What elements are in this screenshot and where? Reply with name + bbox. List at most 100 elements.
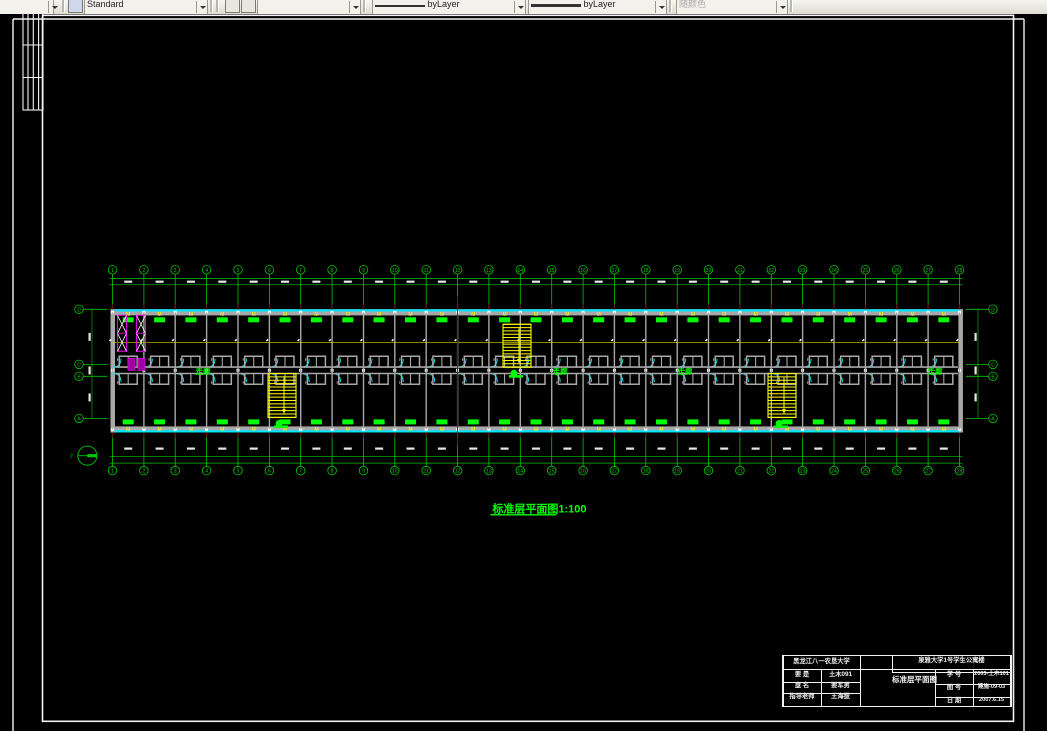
svg-text:M: M — [471, 312, 475, 318]
svg-text:M: M — [314, 312, 318, 318]
svg-text:11: 11 — [424, 469, 429, 475]
svg-text:16: 16 — [580, 469, 586, 475]
svg-text:6: 6 — [268, 469, 271, 475]
svg-text:M: M — [848, 312, 852, 318]
svg-text:27: 27 — [925, 469, 931, 475]
svg-text:M: M — [158, 427, 162, 433]
svg-text:M: M — [377, 312, 381, 318]
svg-text:3: 3 — [174, 469, 177, 475]
svg-text:M: M — [816, 312, 820, 318]
svg-text:走廊: 走廊 — [928, 366, 943, 376]
svg-text:3: 3 — [174, 268, 177, 274]
svg-text:M: M — [659, 312, 663, 318]
svg-text:M: M — [722, 312, 726, 318]
svg-text:M: M — [785, 312, 789, 318]
svg-text:M: M — [691, 427, 695, 433]
svg-text:24: 24 — [831, 268, 837, 274]
svg-text:17: 17 — [612, 469, 618, 475]
svg-text:M: M — [189, 427, 193, 433]
svg-text:14: 14 — [518, 469, 524, 475]
svg-text:M: M — [408, 312, 412, 318]
svg-text:M: M — [816, 427, 820, 433]
svg-text:1: 1 — [111, 268, 114, 274]
svg-text:10: 10 — [392, 469, 398, 475]
svg-text:15: 15 — [549, 268, 555, 274]
svg-text:M: M — [910, 427, 914, 433]
svg-text:6: 6 — [268, 268, 271, 274]
svg-text:M: M — [126, 427, 130, 433]
svg-text:M: M — [597, 312, 601, 318]
svg-text:25: 25 — [863, 469, 869, 475]
svg-text:C: C — [991, 362, 995, 368]
svg-text:18: 18 — [643, 268, 649, 274]
svg-text:走廊: 走廊 — [553, 366, 568, 376]
svg-text:M: M — [408, 427, 412, 433]
svg-text:M: M — [283, 312, 287, 318]
svg-text:M: M — [722, 427, 726, 433]
svg-text:17: 17 — [612, 268, 618, 274]
svg-text:2: 2 — [143, 268, 146, 274]
svg-text:M: M — [189, 312, 193, 318]
svg-text:10: 10 — [392, 268, 398, 274]
svg-text:15: 15 — [549, 469, 555, 475]
svg-text:M: M — [220, 312, 224, 318]
svg-text:M: M — [628, 312, 632, 318]
svg-text:M: M — [659, 427, 663, 433]
svg-text:9: 9 — [362, 268, 365, 274]
svg-text:19: 19 — [674, 469, 680, 475]
svg-text:走廊: 走廊 — [678, 366, 693, 376]
svg-text:16: 16 — [580, 268, 586, 274]
svg-text:12: 12 — [455, 268, 461, 274]
svg-text:M: M — [503, 427, 507, 433]
svg-text:19: 19 — [674, 268, 680, 274]
svg-text:M: M — [377, 427, 381, 433]
svg-text:24: 24 — [831, 469, 837, 475]
svg-text:M: M — [346, 427, 350, 433]
svg-text:28: 28 — [957, 469, 963, 475]
svg-text:M: M — [252, 427, 256, 433]
svg-text:5: 5 — [237, 469, 240, 475]
svg-text:7: 7 — [299, 268, 302, 274]
svg-text:25: 25 — [863, 268, 869, 274]
svg-text:M: M — [597, 427, 601, 433]
svg-text:26: 26 — [894, 268, 900, 274]
svg-text:12: 12 — [455, 469, 461, 475]
svg-text:18: 18 — [643, 469, 649, 475]
svg-text:M: M — [565, 427, 569, 433]
svg-text:27: 27 — [925, 268, 931, 274]
svg-text:M: M — [942, 427, 946, 433]
svg-text:M: M — [910, 312, 914, 318]
svg-text:28: 28 — [957, 268, 963, 274]
svg-text:23: 23 — [800, 469, 806, 475]
svg-text:13: 13 — [486, 268, 492, 274]
svg-text:22: 22 — [769, 268, 775, 274]
svg-text:4: 4 — [205, 469, 208, 475]
svg-text:D: D — [77, 307, 81, 313]
svg-text:M: M — [314, 427, 318, 433]
svg-text:M: M — [754, 427, 758, 433]
svg-text:M: M — [220, 427, 224, 433]
svg-text:21: 21 — [737, 469, 743, 475]
svg-text:20: 20 — [706, 268, 712, 274]
svg-text:M: M — [503, 312, 507, 318]
svg-text:23: 23 — [800, 268, 806, 274]
svg-text:M: M — [158, 312, 162, 318]
svg-text:M: M — [628, 427, 632, 433]
svg-text:2: 2 — [70, 454, 73, 460]
svg-text:走廊: 走廊 — [196, 366, 211, 376]
svg-text:M: M — [691, 312, 695, 318]
svg-text:M: M — [942, 312, 946, 318]
svg-text:2: 2 — [143, 469, 146, 475]
svg-text:M: M — [440, 427, 444, 433]
svg-text:21: 21 — [737, 268, 743, 274]
svg-text:M: M — [534, 312, 538, 318]
svg-text:M: M — [848, 427, 852, 433]
svg-text:22: 22 — [769, 469, 775, 475]
svg-text:M: M — [534, 427, 538, 433]
svg-text:14: 14 — [518, 268, 524, 274]
svg-text:D: D — [991, 307, 995, 313]
svg-text:13: 13 — [486, 469, 492, 475]
svg-text:M: M — [346, 312, 350, 318]
svg-text:M: M — [754, 312, 758, 318]
svg-text:26: 26 — [894, 469, 900, 475]
